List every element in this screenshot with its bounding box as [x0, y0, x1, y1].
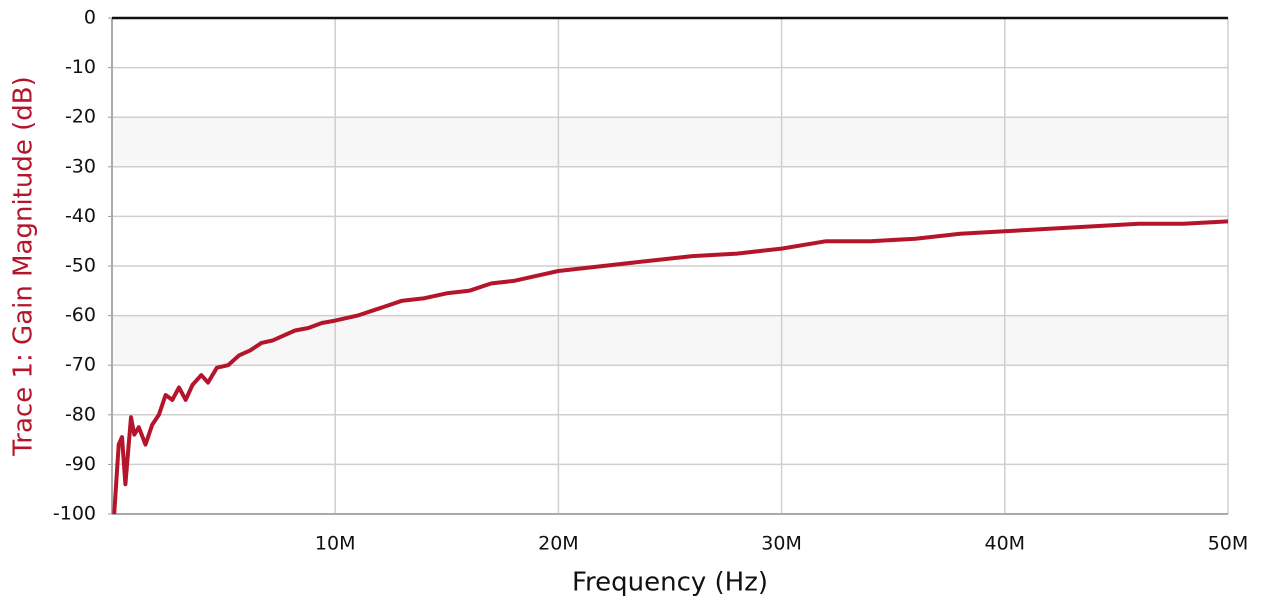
x-tick-label: 10M — [315, 533, 356, 555]
y-tick-label: -90 — [65, 453, 96, 475]
grid-band — [112, 315, 1228, 366]
x-tick-label: 20M — [538, 533, 579, 555]
y-tick-label: -30 — [65, 155, 96, 177]
y-tick-label: -50 — [65, 255, 96, 277]
x-axis-title: Frequency (Hz) — [572, 568, 768, 598]
y-axis-title: Trace 1: Gain Magnitude (dB) — [9, 76, 39, 457]
y-tick-label: -60 — [65, 304, 96, 326]
x-tick-label: 40M — [985, 533, 1026, 555]
x-tick-label: 50M — [1208, 533, 1249, 555]
y-tick-label: -100 — [53, 503, 96, 525]
x-tick-label: 30M — [761, 533, 802, 555]
data-line — [112, 219, 1229, 515]
grid-band — [112, 117, 1228, 167]
y-tick-label: -80 — [65, 403, 96, 425]
y-tick-label: -10 — [65, 56, 96, 78]
y-tick-label: -70 — [65, 354, 96, 376]
y-tick-label: -20 — [65, 106, 96, 128]
y-tick-label: -40 — [65, 205, 96, 227]
y-tick-label: 0 — [84, 7, 96, 29]
